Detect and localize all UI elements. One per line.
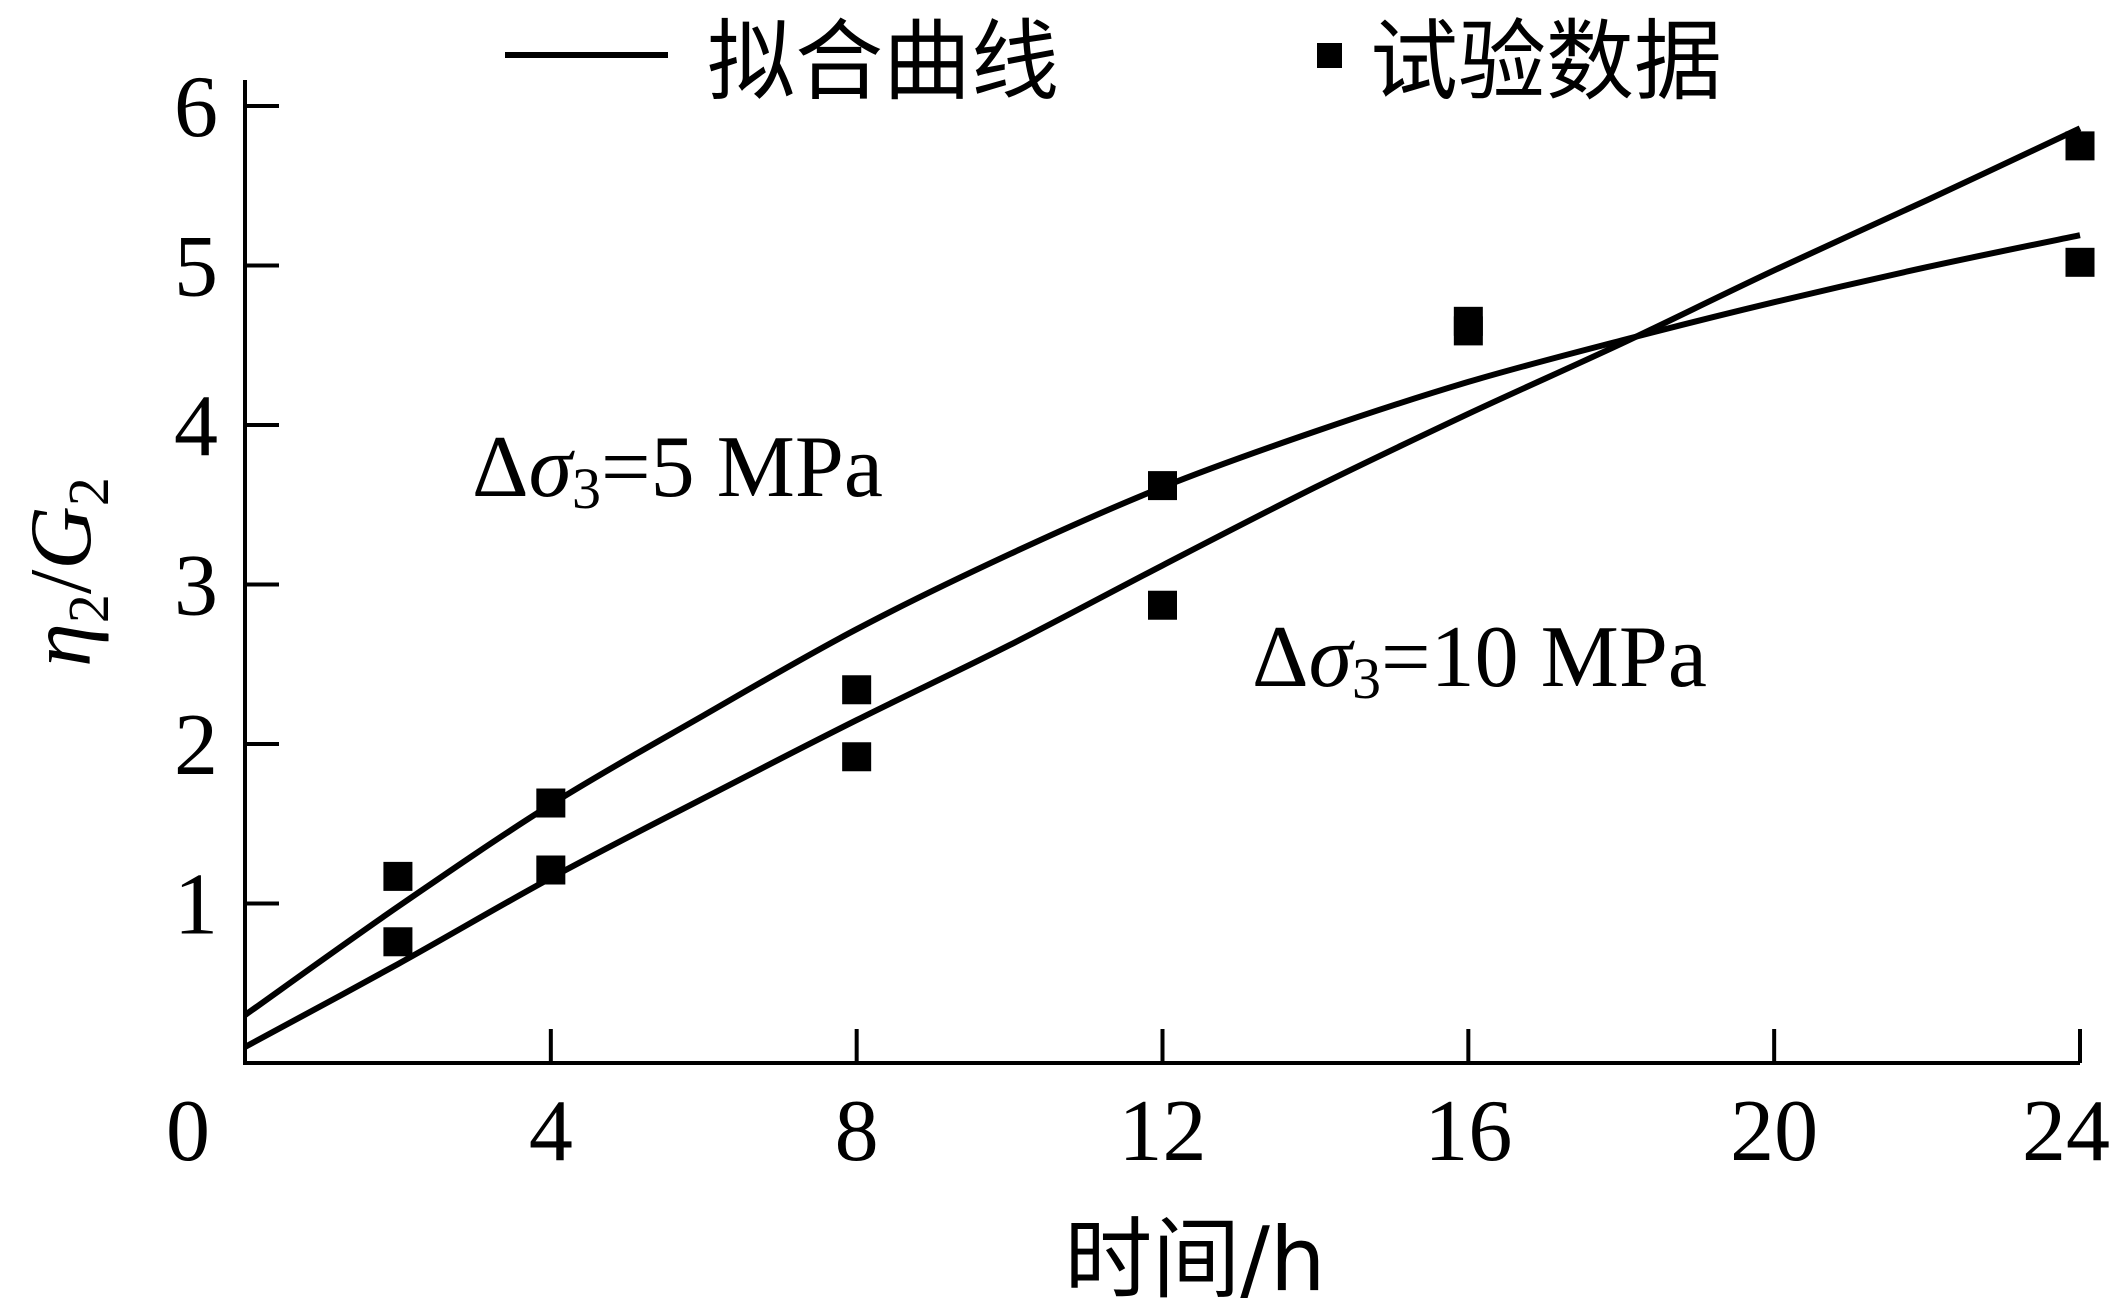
data-point	[2065, 247, 2095, 277]
annotation-5mpa-delta: Δ	[472, 419, 529, 516]
fitted-curve-1	[243, 125, 2082, 1050]
x-axis-title: 时间/h	[1064, 1208, 1325, 1311]
annotation-10mpa: Δσ3=10 MPa	[1252, 609, 1707, 711]
legend-marker-label: 试验数据	[1370, 10, 1722, 113]
annotation-10mpa-text: =10 MPa	[1381, 609, 1707, 706]
y-axis-title-g: G	[13, 506, 110, 570]
x-tick-label: 24	[2022, 1083, 2110, 1180]
annotation-10mpa-sub: 3	[1352, 646, 1381, 711]
data-point	[1453, 306, 1483, 336]
y-tick-label: 1	[174, 857, 218, 954]
annotation-10mpa-delta: Δ	[1252, 609, 1309, 706]
annotation-5mpa-sub: 3	[572, 456, 601, 521]
y-axis-title-slash: /	[13, 569, 110, 594]
y-tick-label: 5	[174, 219, 218, 316]
y-axis-title: η2/G2	[13, 477, 121, 667]
legend-line-label: 拟合曲线	[707, 10, 1059, 113]
data-point	[842, 742, 872, 772]
y-axis-title-eta: η	[13, 623, 110, 667]
legend-marker-swatch	[1317, 43, 1342, 68]
y-tick-label: 3	[174, 538, 218, 635]
fitted-curves	[243, 125, 2082, 1050]
annotation-5mpa: Δσ3=5 MPa	[472, 419, 883, 521]
x-tick-label: 4	[529, 1083, 573, 1180]
x-tick-label: 16	[1424, 1083, 1512, 1180]
y-axis-title-sub1: 2	[56, 594, 121, 623]
annotation-5mpa-text: =5 MPa	[601, 419, 883, 516]
data-point	[842, 675, 872, 705]
data-point	[1148, 471, 1177, 501]
annotation-10mpa-sigma: σ	[1309, 609, 1356, 706]
data-point	[1148, 590, 1177, 620]
x-tick-label: 12	[1119, 1083, 1207, 1180]
data-point	[383, 861, 413, 891]
data-point	[536, 788, 566, 818]
y-ticks: 1 2 3 4 5 6	[174, 59, 279, 954]
x-tick-label: 0	[166, 1083, 210, 1180]
y-axis-title-sub2: 2	[56, 477, 121, 506]
data-point	[383, 927, 413, 957]
annotation-5mpa-sigma: σ	[529, 419, 576, 516]
y-tick-label: 4	[174, 378, 218, 475]
data-points	[383, 131, 2095, 957]
y-tick-label: 6	[174, 59, 218, 156]
data-point	[536, 855, 566, 885]
x-ticks: 0 4 8 12 16 20 24	[166, 1029, 2110, 1180]
legend: 拟合曲线 试验数据	[505, 10, 1722, 113]
x-tick-label: 20	[1730, 1083, 1818, 1180]
y-tick-label: 2	[174, 697, 218, 794]
data-point	[2065, 131, 2095, 161]
x-tick-label: 8	[835, 1083, 879, 1180]
